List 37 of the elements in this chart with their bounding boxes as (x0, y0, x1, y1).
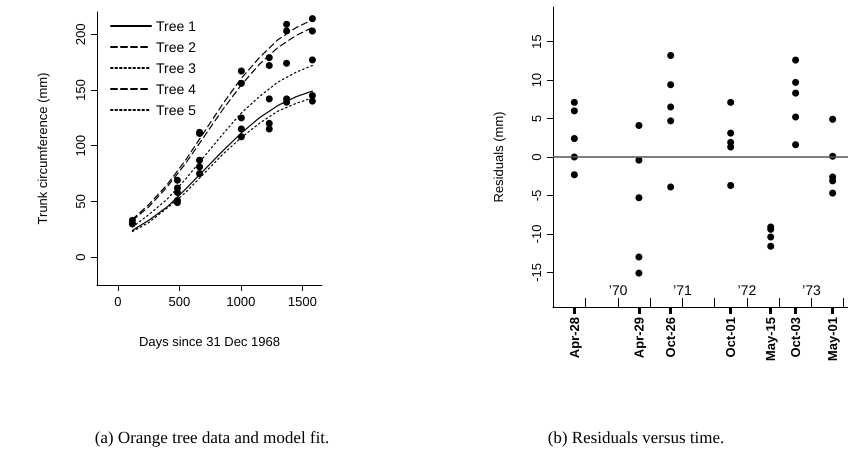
y-tick-label: 150 (73, 79, 88, 101)
y-tick-label: 0 (529, 153, 544, 161)
x2-tick-label: ’73 (802, 282, 822, 298)
legend-label: Tree 4 (156, 81, 196, 97)
y-tick-label: 5 (529, 114, 544, 122)
y-axis-title: Trunk circumference (mm) (35, 72, 50, 224)
x-tick-label: 1500 (288, 294, 317, 309)
y-tick-label: 15 (529, 34, 544, 49)
x-tick-label: May-01 (825, 317, 840, 362)
y-tick-label: 10 (529, 72, 544, 88)
legend-label: Tree 1 (156, 18, 196, 34)
y-axis-title: Residuals (mm) (491, 111, 506, 203)
x-tick-label: Oct-01 (723, 317, 738, 358)
y-tick-label: 0 (73, 254, 88, 261)
text: (b) Residuals versus time. (548, 428, 724, 447)
legend-label: Tree 2 (156, 39, 196, 55)
x-tick-label: May-15 (763, 317, 778, 362)
x-tick-label: 1000 (226, 294, 256, 309)
x-tick-label: Oct-03 (788, 317, 804, 358)
x2-tick-label: ’72 (738, 282, 756, 298)
legend-label: Tree 3 (156, 60, 196, 76)
x-tick-label: 500 (168, 294, 190, 309)
x-tick-label: Apr-28 (566, 317, 582, 358)
y-tick-label: -5 (529, 190, 544, 202)
x-tick-label: Apr-29 (631, 317, 646, 358)
text: (a) Orange tree data and model fit. (94, 428, 330, 447)
y-tick-label: 50 (73, 194, 88, 209)
x-tick-label: 0 (114, 294, 122, 309)
x2-tick-label: ’70 (608, 282, 628, 298)
y-tick-label: 100 (73, 134, 88, 157)
x2-tick-label: ’71 (673, 282, 692, 298)
y-tick-label: 200 (73, 23, 88, 46)
legend-label: Tree 5 (156, 102, 196, 118)
y-tick-label: -10 (529, 224, 544, 244)
x-axis-title: Days since 31 Dec 1968 (139, 334, 280, 349)
y-tick-label: -15 (529, 262, 544, 282)
x-tick-label: Oct-26 (663, 317, 678, 358)
